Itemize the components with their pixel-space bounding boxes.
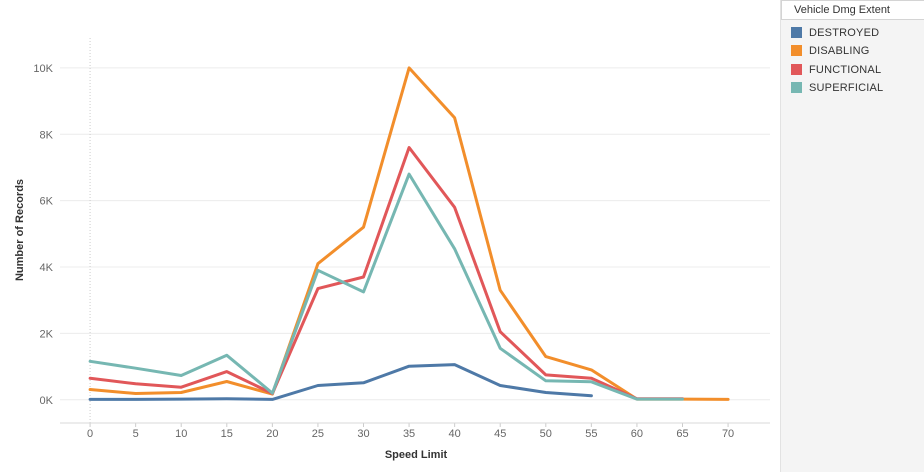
x-tick-label: 40: [449, 428, 461, 440]
series-line-disabling[interactable]: [88, 66, 730, 401]
x-tick-label: 60: [631, 428, 643, 440]
series-line-destroyed[interactable]: [88, 363, 593, 401]
legend-label-functional: FUNCTIONAL: [809, 64, 882, 76]
x-tick-label: 55: [585, 428, 597, 440]
legend-panel: Vehicle Dmg Extent DESTROYED DISABLING F…: [780, 0, 924, 472]
x-tick-label: 0: [87, 428, 93, 440]
y-axis-title: Number of Records: [14, 179, 26, 281]
series-line-functional[interactable]: [88, 146, 684, 401]
x-tick-label: 30: [357, 428, 369, 440]
series-line-superficial[interactable]: [88, 172, 684, 401]
grid-lines: [60, 38, 770, 423]
x-tick-label: 10: [175, 428, 187, 440]
y-tick-label: 2K: [40, 328, 54, 340]
y-tick-label: 6K: [40, 196, 54, 208]
x-tick-label: 35: [403, 428, 415, 440]
x-axis-title: Speed Limit: [385, 449, 448, 461]
x-tick-label: 45: [494, 428, 506, 440]
y-tick-label: 4K: [40, 262, 54, 274]
y-tick-label: 8K: [40, 129, 54, 141]
legend-swatch-destroyed: [791, 27, 802, 38]
legend-swatch-functional: [791, 64, 802, 75]
x-tick-label: 50: [540, 428, 552, 440]
x-tick-label: 25: [312, 428, 324, 440]
y-tick-label: 0K: [40, 395, 54, 407]
legend-title: Vehicle Dmg Extent: [781, 0, 924, 20]
line-chart: 0K 2K 4K 6K 8K 10K 0 5 10 15 20 25 30 35 40 45 50 55 60 65 7…: [14, 38, 770, 461]
legend-label-superficial: SUPERFICIAL: [809, 82, 884, 94]
x-tick-label: 15: [221, 428, 233, 440]
y-tick-label: 10K: [33, 63, 53, 75]
legend-label-destroyed: DESTROYED: [809, 27, 880, 39]
legend-swatch-disabling: [791, 45, 802, 56]
axes: 0K 2K 4K 6K 8K 10K 0 5 10 15 20 25 30 35 40 45 50 55 60 65 7…: [33, 63, 770, 440]
legend-label-disabling: DISABLING: [809, 45, 870, 57]
chart-area: 0K 2K 4K 6K 8K 10K 0 5 10 15 20 25 30 35 40 45 50 55 60 65 7…: [14, 38, 770, 461]
x-tick-label: 65: [676, 428, 688, 440]
x-tick-label: 70: [722, 428, 734, 440]
series-lines: [88, 66, 730, 401]
legend-swatch-superficial: [791, 82, 802, 93]
x-tick-label: 5: [133, 428, 139, 440]
x-tick-label: 20: [266, 428, 278, 440]
